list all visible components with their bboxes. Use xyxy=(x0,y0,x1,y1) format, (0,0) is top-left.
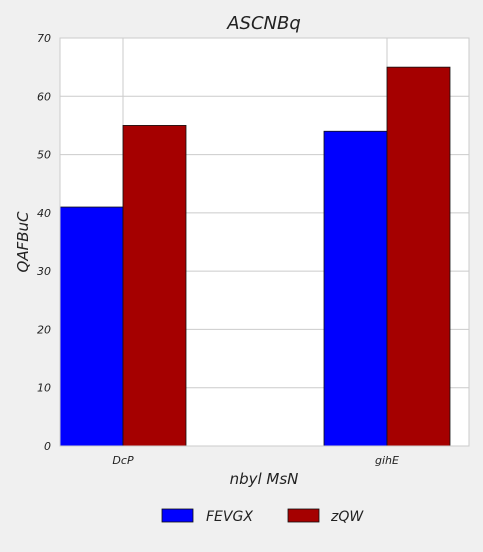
x-tick-labels: DcP gihE xyxy=(112,454,399,467)
bar xyxy=(122,125,187,447)
x-tick-label: DcP xyxy=(112,454,134,467)
chart-title: ASCNBq xyxy=(226,13,301,34)
bar xyxy=(386,66,451,447)
y-tick-label: 20 xyxy=(37,323,51,336)
y-tick-label: 70 xyxy=(37,32,51,45)
x-tick-label: gihE xyxy=(375,454,399,467)
legend-swatch xyxy=(161,508,194,523)
y-axis-label: QAFBuC xyxy=(14,211,32,272)
y-tick-label: 60 xyxy=(37,90,51,103)
y-tick-labels: 0 10 20 30 40 50 60 70 xyxy=(37,32,51,453)
y-tick-label: 0 xyxy=(44,440,51,453)
bar xyxy=(59,206,124,447)
legend-swatch xyxy=(287,508,320,523)
bar xyxy=(323,130,388,447)
plot-border xyxy=(59,37,470,447)
y-tick-label: 10 xyxy=(37,382,51,395)
y-tick-label: 40 xyxy=(37,207,51,220)
legend-label: FEVGX xyxy=(206,509,253,525)
y-tick-label: 30 xyxy=(37,265,51,278)
y-tick-label: 50 xyxy=(37,149,51,162)
legend-label: zQW xyxy=(330,509,364,525)
bars xyxy=(59,66,451,447)
x-axis-label: nbyl MsN xyxy=(230,470,299,488)
legend: FEVGX zQW xyxy=(161,508,364,525)
